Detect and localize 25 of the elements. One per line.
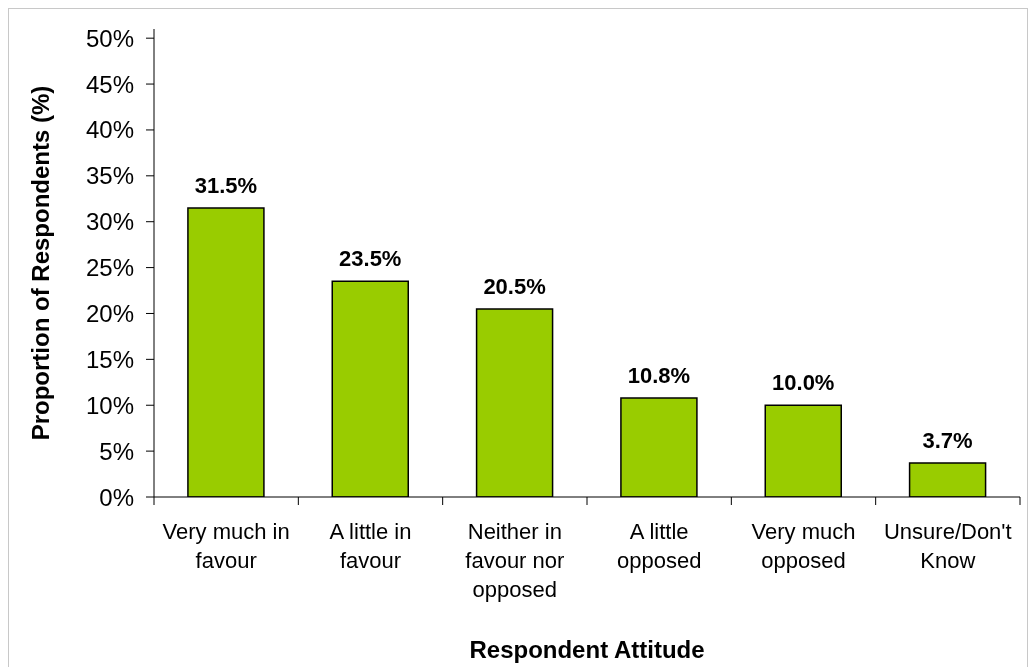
y-tick-label: 15% <box>85 345 134 373</box>
data-label: 10.0% <box>772 370 835 396</box>
x-axis-title: Respondent Attitude <box>469 636 705 663</box>
x-tick-label: Neither in favour nor opposed <box>465 519 565 602</box>
x-tick-label: A little opposed <box>616 519 702 573</box>
data-label: 10.8% <box>627 362 691 388</box>
x-tick-label: Very much in favour <box>162 519 290 573</box>
y-tick-label: 45% <box>85 70 134 98</box>
y-tick-label: 25% <box>85 254 134 282</box>
y-tick-label: 35% <box>85 162 134 190</box>
x-tick-label: Very much opposed <box>751 519 856 573</box>
y-tick-label: 20% <box>85 299 134 327</box>
data-label: 3.7% <box>922 428 973 454</box>
y-tick-label: 30% <box>85 208 134 236</box>
y-axis-title: Proportion of Respondents (%) <box>26 85 54 441</box>
data-label: 31.5% <box>194 172 258 198</box>
y-tick-label: 5% <box>99 437 134 465</box>
data-label: 23.5% <box>339 246 402 272</box>
x-tick-label: A little in favour <box>329 519 412 573</box>
y-tick-label: 50% <box>85 24 134 52</box>
y-tick-label: 40% <box>85 116 134 144</box>
y-tick-label: 10% <box>85 391 134 419</box>
data-label: 20.5% <box>483 273 546 299</box>
x-tick-label: Unsure/Don't Know <box>883 519 1012 573</box>
y-tick-label: 0% <box>99 483 134 511</box>
